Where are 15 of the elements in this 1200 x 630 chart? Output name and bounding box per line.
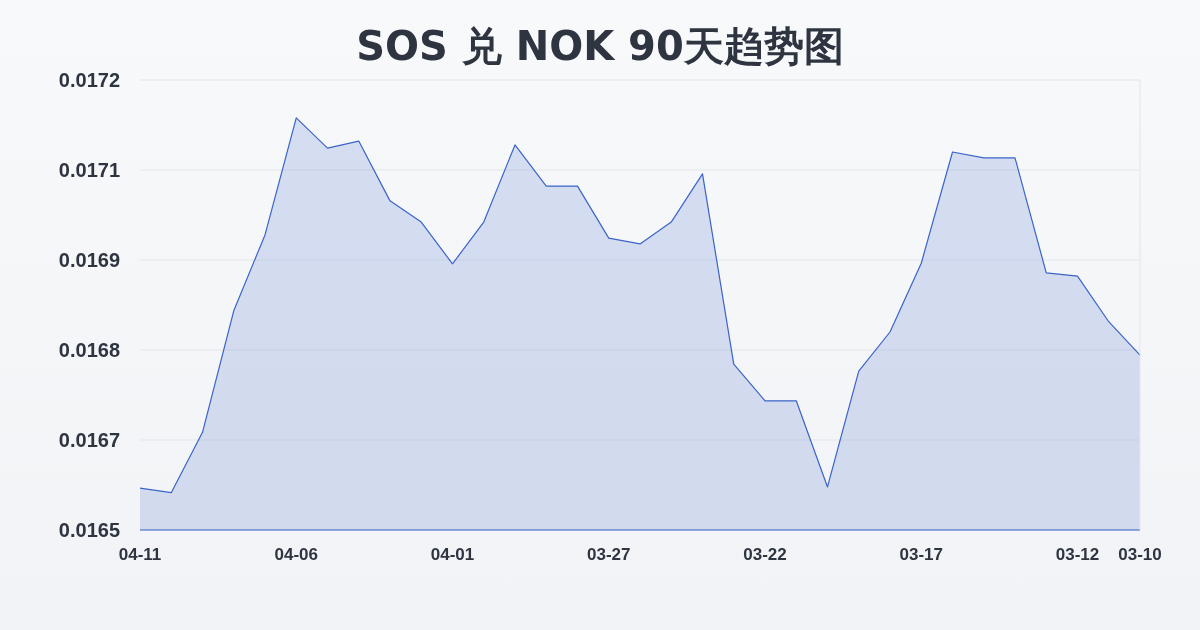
x-tick-label: 03-27 [587, 545, 631, 564]
x-tick-label: 04-06 [274, 545, 318, 564]
chart-title: SOS 兑 NOK 90天趋势图 [356, 23, 844, 69]
y-tick-label: 0.0171 [58, 159, 120, 181]
y-tick-label: 0.0172 [58, 69, 120, 91]
x-tick-label: 04-01 [430, 545, 475, 564]
y-tick-label: 0.0169 [58, 249, 120, 271]
y-tick-label: 0.0165 [58, 519, 120, 541]
x-tick-label: 03-17 [899, 545, 943, 564]
y-tick-label: 0.0167 [58, 429, 120, 451]
x-tick-label: 03-12 [1055, 545, 1100, 564]
x-tick-label: 03-22 [743, 545, 787, 564]
y-tick-label: 0.0168 [58, 339, 120, 361]
x-tick-label: 04-11 [118, 545, 162, 564]
x-tick-label: 03-10 [1118, 545, 1162, 564]
